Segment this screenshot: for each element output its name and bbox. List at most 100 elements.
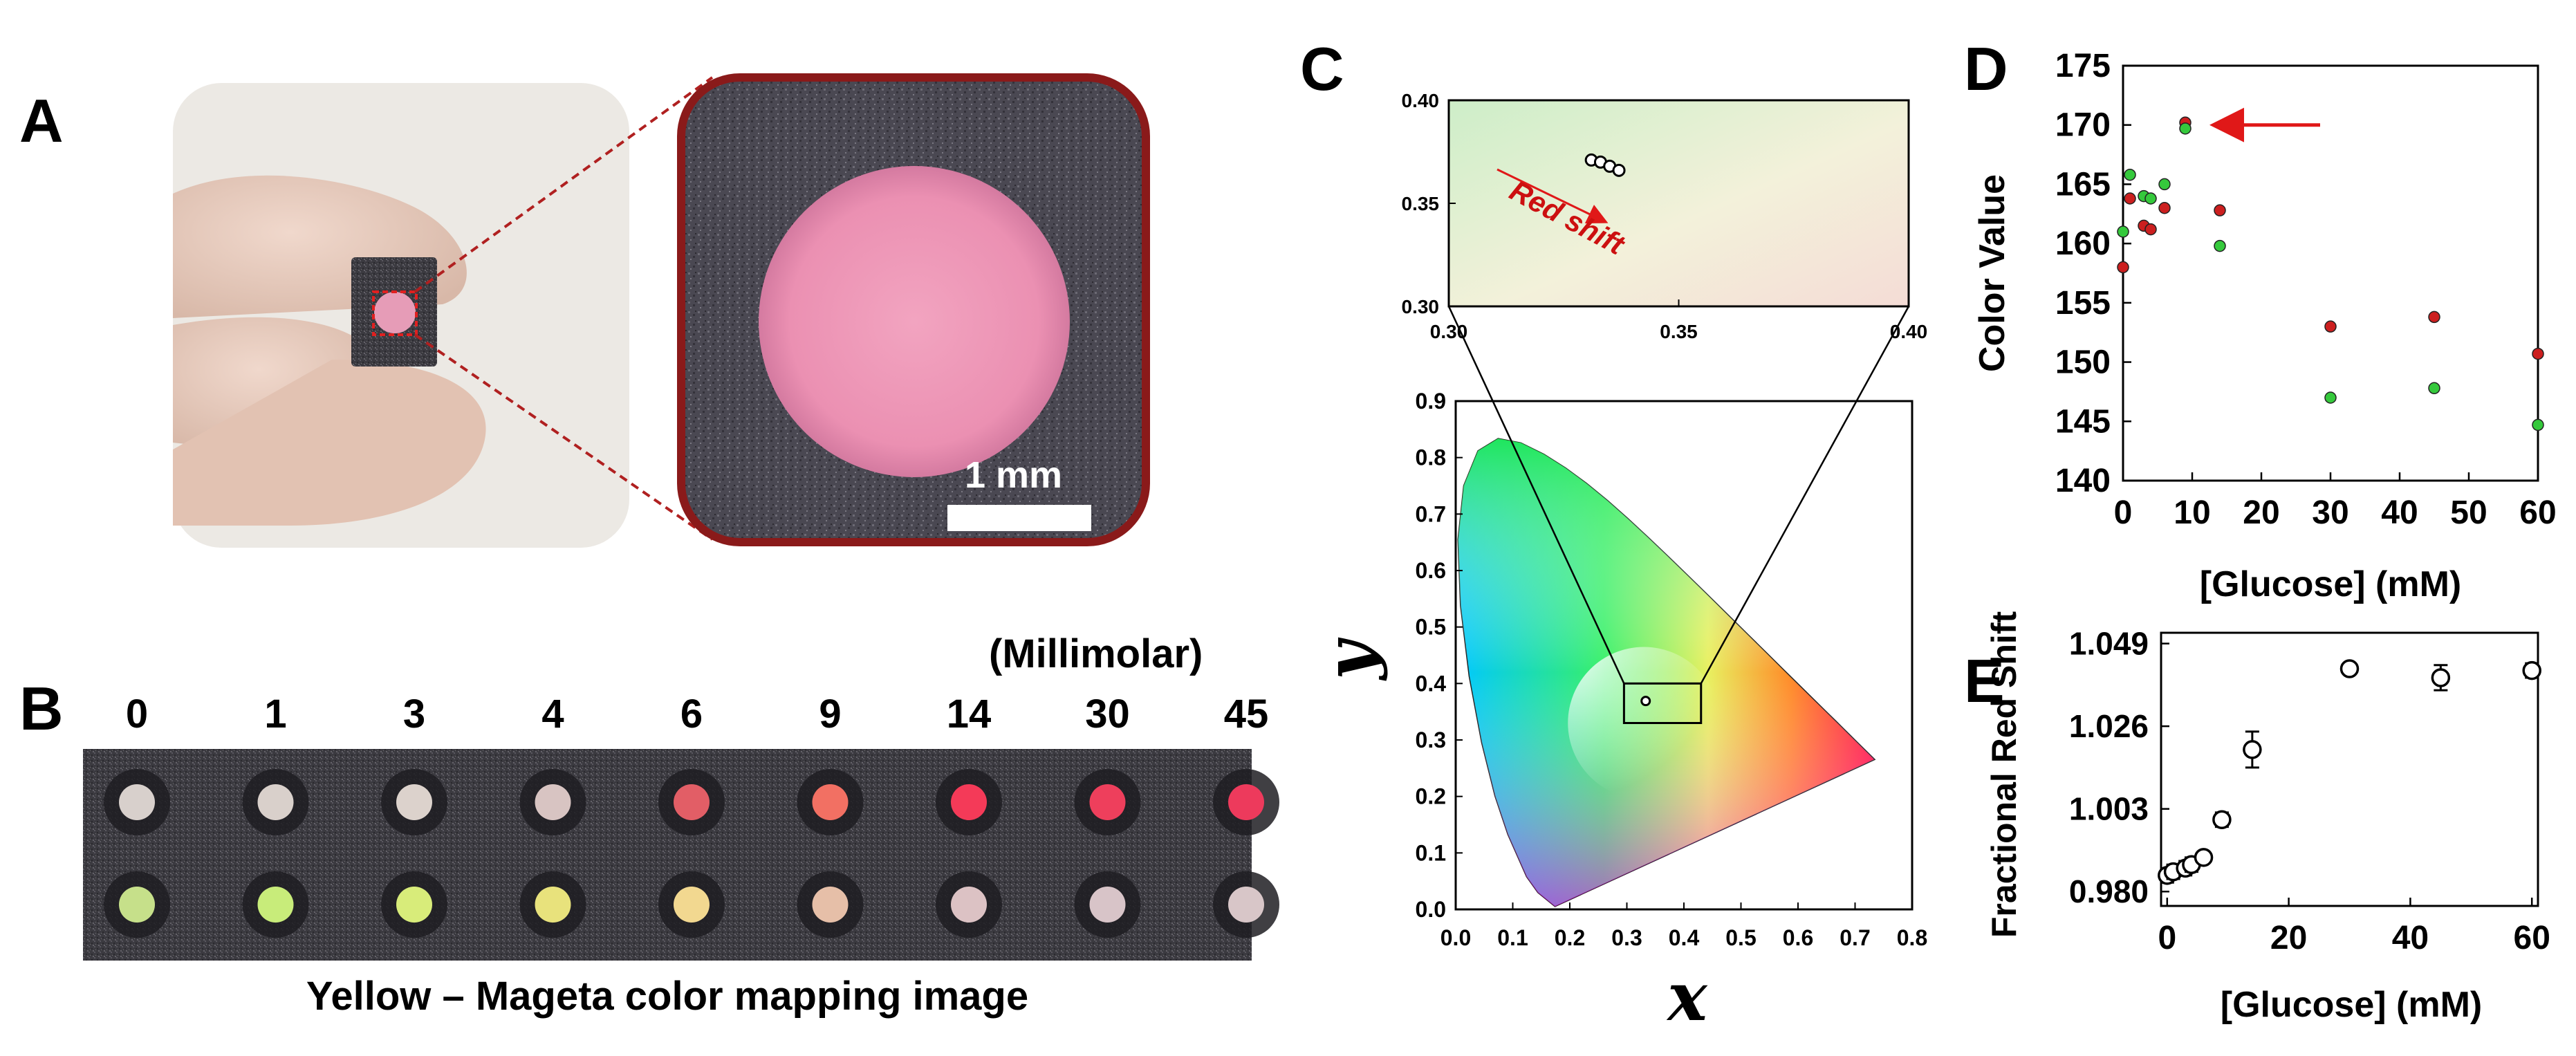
panel-a: A 1 mm: [19, 73, 1150, 548]
color-spot: [535, 784, 571, 820]
color-value-point: [2324, 320, 2337, 333]
red-shift-point: [2194, 848, 2214, 867]
x-tick-label: 0.7: [1840, 925, 1870, 950]
y-tick-label: 1.026: [2069, 708, 2149, 744]
panel-d: D 0 10 20 30 40 50 60140145150155160165170175 …: [1964, 35, 2557, 604]
x-tick-label: 60: [2519, 494, 2556, 531]
concentration-label: 3: [403, 692, 425, 737]
color-value-point: [2124, 192, 2136, 205]
x-tick-label: 0.8: [1897, 925, 1927, 950]
color-spot: [396, 887, 432, 923]
panel-b-letter: B: [19, 674, 64, 743]
hand-photo: [173, 83, 629, 548]
e-x-axis-label: [Glucose] (mM): [2221, 985, 2482, 1025]
caption: Yellow – Mageta color mapping image: [306, 974, 1028, 1019]
color-value-point: [2144, 192, 2157, 205]
x-tick-label: 40: [2381, 494, 2418, 531]
zoom-inset: 1 mm: [677, 73, 1150, 546]
y-tick-label: 1.003: [2069, 791, 2149, 827]
x-tick-label: 0.3: [1611, 925, 1642, 950]
y-tick-label: 0.8: [1416, 445, 1446, 470]
y-tick-label: 0.3: [1416, 728, 1446, 752]
x-tick-label: 0.6: [1783, 925, 1813, 950]
inset-x-tick-label: 0.35: [1660, 321, 1698, 342]
zoom-box: [1622, 682, 1703, 724]
color-value-point: [2117, 261, 2129, 274]
main-data-point: [1640, 696, 1651, 707]
color-value-point: [2532, 418, 2544, 432]
color-value-point: [2428, 311, 2440, 324]
panel-b: B (Millimolar) 0 1 3 4 6 9 14 30 45 Yellow – Mag…: [19, 631, 1279, 1019]
color-spot: [1089, 784, 1126, 820]
y-tick-label: 150: [2055, 344, 2111, 381]
x-tick-label: 0: [2158, 920, 2176, 956]
y-tick-label: 170: [2055, 107, 2111, 144]
y-tick-label: 160: [2055, 225, 2111, 262]
concentration-label: 9: [819, 692, 841, 737]
d-x-axis-label: [Glucose] (mM): [2200, 564, 2461, 604]
x-tick-label: 0.2: [1555, 925, 1585, 950]
inset-y-tick-label: 0.35: [1402, 193, 1440, 214]
panel-e: E 0 20 40 60 0.980 1.003 1.026 1.049 [Glucose] …: [1964, 611, 2550, 1025]
color-spot: [1089, 887, 1126, 923]
color-spot: [535, 887, 571, 923]
color-spot: [119, 887, 155, 923]
sensing-spot: [759, 166, 1070, 477]
panel-d-letter: D: [1964, 35, 2008, 103]
y-tick-label: 0.0: [1416, 897, 1446, 922]
panel-c: C Red shift 0.30 0.35 0.400.300.350.40 0.0…: [1300, 35, 1927, 1036]
color-value-point: [2124, 168, 2136, 181]
red-shift-point: [2212, 810, 2232, 830]
scale-bar-label: 1 mm: [965, 454, 1062, 496]
concentration-label: 0: [126, 692, 148, 737]
inset-x-tick-label: 0.30: [1430, 321, 1468, 342]
color-value-point: [2158, 201, 2171, 214]
color-spot: [1228, 887, 1264, 923]
y-tick-label: 0.6: [1416, 558, 1446, 583]
color-value-point: [2324, 391, 2337, 404]
color-value-point: [2532, 347, 2544, 360]
color-value-point: [2158, 178, 2171, 191]
inset-y-tick-label: 0.40: [1402, 90, 1440, 111]
y-tick-label: 0.2: [1416, 784, 1446, 809]
color-spot: [674, 784, 710, 820]
x-tick-label: 30: [2312, 494, 2348, 531]
y-tick-label: 0.7: [1416, 501, 1446, 526]
red-shift-point: [2243, 740, 2262, 759]
concentration-label: 6: [680, 692, 703, 737]
x-tick-label: 60: [2514, 920, 2550, 956]
y-tick-label: 140: [2055, 463, 2111, 499]
unit-label: (Millimolar): [989, 631, 1203, 676]
x-tick-label: 50: [2450, 494, 2487, 531]
red-shift-point: [2339, 659, 2360, 678]
x-tick-label: 10: [2174, 494, 2210, 531]
x-tick-label: 0: [2114, 494, 2133, 531]
concentration-label: 14: [947, 692, 992, 737]
color-spot: [812, 887, 849, 923]
y-tick-label: 1.049: [2069, 626, 2149, 662]
x-tick-label: 20: [2243, 494, 2279, 531]
x-tick-label: 40: [2392, 920, 2429, 956]
x-tick-label: 0.5: [1725, 925, 1756, 950]
y-tick-label: 165: [2055, 166, 2111, 203]
y-tick-label: 145: [2055, 403, 2111, 440]
panel-e-letter: E: [1964, 647, 2005, 715]
color-value-point: [2117, 225, 2129, 238]
y-tick-label: 0.980: [2069, 873, 2149, 909]
color-spot: [951, 784, 987, 820]
concentration-label: 1: [264, 692, 286, 737]
inset-data-point: [1612, 163, 1626, 177]
e-y-axis-label: Fractional Red Shift: [1985, 611, 2023, 938]
y-tick-label: 0.5: [1416, 615, 1446, 640]
color-value-point: [2214, 239, 2226, 252]
x-tick-label: 0.4: [1669, 925, 1700, 950]
color-spot: [812, 784, 849, 820]
chromaticity-inset: Red shift 0.30 0.35 0.400.300.350.40: [1402, 90, 1928, 342]
concentration-label: 4: [541, 692, 564, 737]
concentration-labels: 0 1 3 4 6 9 14 30 45: [126, 692, 1268, 737]
y-tick-label: 175: [2055, 48, 2111, 84]
color-spot: [119, 784, 155, 820]
scale-bar: [947, 505, 1091, 531]
x-tick-label: 0.1: [1497, 925, 1528, 950]
